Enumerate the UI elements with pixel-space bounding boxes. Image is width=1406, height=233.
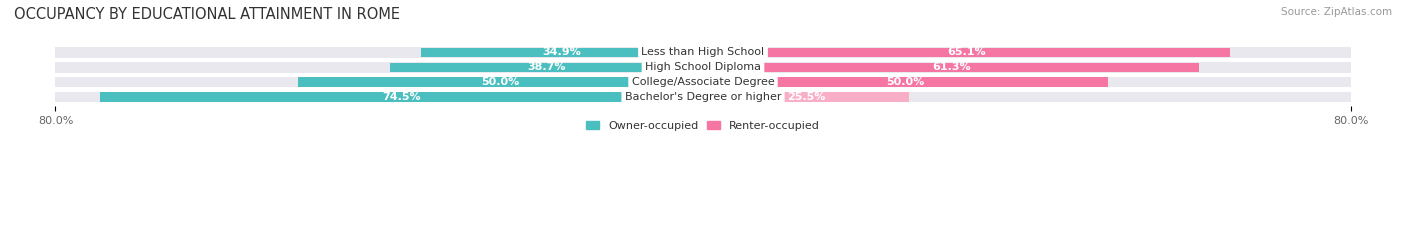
Bar	[420, 48, 703, 57]
Bar	[703, 77, 1351, 87]
Text: High School Diploma: High School Diploma	[645, 62, 761, 72]
Bar	[298, 77, 703, 87]
Bar	[703, 92, 1351, 102]
Text: 65.1%: 65.1%	[948, 47, 986, 57]
Text: 34.9%: 34.9%	[543, 47, 581, 57]
Bar	[703, 62, 1199, 72]
Text: Less than High School: Less than High School	[641, 47, 765, 57]
Text: 25.5%: 25.5%	[787, 92, 825, 102]
Text: OCCUPANCY BY EDUCATIONAL ATTAINMENT IN ROME: OCCUPANCY BY EDUCATIONAL ATTAINMENT IN R…	[14, 7, 401, 22]
Bar	[55, 77, 703, 87]
Text: College/Associate Degree: College/Associate Degree	[631, 77, 775, 87]
Bar	[703, 92, 910, 102]
Legend: Owner-occupied, Renter-occupied: Owner-occupied, Renter-occupied	[581, 116, 825, 135]
Bar	[55, 92, 703, 102]
Bar	[55, 47, 703, 58]
Text: Source: ZipAtlas.com: Source: ZipAtlas.com	[1281, 7, 1392, 17]
Text: 50.0%: 50.0%	[886, 77, 925, 87]
Bar	[703, 62, 1351, 72]
Bar	[703, 77, 1108, 87]
Text: 61.3%: 61.3%	[932, 62, 970, 72]
Text: Bachelor's Degree or higher: Bachelor's Degree or higher	[624, 92, 782, 102]
Bar	[703, 48, 1230, 57]
Bar	[55, 62, 703, 72]
Bar	[389, 62, 703, 72]
Bar	[703, 47, 1351, 58]
Text: 74.5%: 74.5%	[382, 92, 420, 102]
Bar	[100, 92, 703, 102]
Text: 50.0%: 50.0%	[481, 77, 520, 87]
Text: 38.7%: 38.7%	[527, 62, 565, 72]
